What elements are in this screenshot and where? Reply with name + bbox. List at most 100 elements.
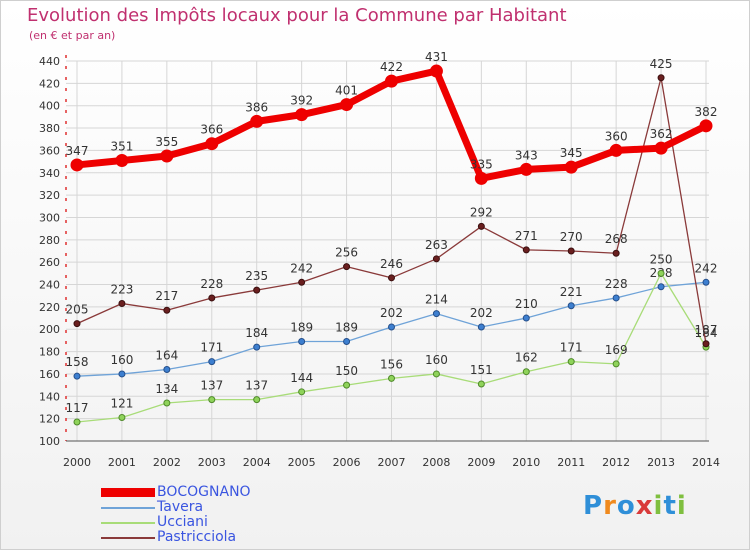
data-point-pastricciola	[567, 247, 575, 255]
legend: BOCOGNANO Tavera Ucciani Pastricciola	[101, 485, 251, 545]
data-point-pastricciola	[118, 300, 126, 308]
data-label-bocognano: 347	[66, 144, 89, 158]
data-point-ucciani	[388, 374, 395, 382]
legend-swatch	[101, 488, 155, 497]
data-point-tavera	[612, 294, 620, 302]
y-tick-label: 340	[39, 167, 60, 180]
data-point-tavera	[163, 365, 171, 373]
data-label-ucciani: 151	[470, 363, 493, 377]
data-point-ucciani	[208, 396, 216, 404]
data-point-bocognano	[654, 141, 668, 155]
legend-item: Pastricciola	[101, 530, 251, 545]
x-tick-label: 2000	[63, 456, 91, 469]
x-tick-label: 2010	[512, 456, 540, 469]
data-label-pastricciola: 235	[245, 269, 268, 283]
chart-title: Evolution des Impôts locaux pour la Comm…	[27, 5, 567, 26]
data-point-pastricciola	[208, 294, 216, 302]
legend-label: Tavera	[157, 499, 204, 515]
y-tick-label: 160	[39, 368, 60, 381]
logo-letter: r	[603, 491, 617, 521]
data-label-tavera: 202	[380, 306, 403, 320]
data-point-ucciani	[477, 380, 485, 388]
data-point-bocognano	[609, 143, 623, 157]
data-label-ucciani: 162	[515, 351, 538, 365]
data-label-pastricciola: 246	[380, 257, 403, 271]
y-tick-label: 220	[39, 301, 60, 314]
y-tick-label: 260	[39, 256, 60, 269]
data-label-bocognano: 382	[695, 105, 718, 119]
data-point-bocognano	[699, 119, 713, 133]
data-label-tavera: 221	[560, 285, 583, 299]
data-label-bocognano: 360	[605, 129, 628, 143]
data-label-ucciani: 144	[290, 371, 313, 385]
data-label-bocognano: 392	[290, 94, 313, 108]
data-point-pastricciola	[657, 74, 665, 82]
x-tick-label: 2011	[557, 456, 585, 469]
logo-letter: t	[663, 491, 677, 521]
data-label-pastricciola: 271	[515, 229, 538, 243]
data-point-bocognano	[250, 114, 264, 128]
data-label-bocognano: 355	[155, 135, 178, 149]
data-point-bocognano	[295, 108, 309, 122]
legend-label: Pastricciola	[157, 529, 237, 545]
data-point-pastricciola	[253, 286, 261, 294]
data-point-ucciani	[522, 368, 530, 376]
data-point-bocognano	[519, 162, 533, 176]
data-point-tavera	[73, 372, 81, 380]
x-tick-label: 2009	[467, 456, 495, 469]
data-label-ucciani: 171	[560, 341, 583, 355]
data-point-tavera	[657, 283, 665, 291]
data-point-pastricciola	[298, 278, 306, 286]
data-label-bocognano: 431	[425, 50, 448, 64]
data-label-tavera: 242	[695, 261, 718, 275]
x-tick-label: 2003	[198, 456, 226, 469]
data-point-bocognano	[474, 171, 488, 185]
data-label-ucciani: 121	[110, 397, 133, 411]
data-point-tavera	[118, 370, 126, 378]
logo-letter: x	[635, 491, 654, 521]
data-point-pastricciola	[702, 340, 710, 348]
data-label-bocognano: 345	[560, 146, 583, 160]
data-label-bocognano: 351	[110, 139, 133, 153]
data-point-tavera	[432, 310, 440, 318]
data-point-ucciani	[253, 396, 261, 404]
data-point-pastricciola	[432, 255, 440, 263]
data-point-ucciani	[432, 370, 440, 378]
legend-item: BOCOGNANO	[101, 485, 251, 500]
data-point-ucciani	[298, 388, 306, 396]
data-label-pastricciola: 256	[335, 246, 358, 260]
data-label-pastricciola: 242	[290, 261, 313, 275]
data-label-ucciani: 169	[605, 343, 628, 357]
y-tick-label: 360	[39, 144, 60, 157]
legend-label: BOCOGNANO	[157, 484, 251, 500]
data-label-ucciani: 150	[335, 364, 358, 378]
data-point-pastricciola	[522, 246, 530, 254]
y-tick-label: 180	[39, 346, 60, 359]
y-tick-label: 140	[39, 390, 60, 403]
data-label-ucciani: 156	[380, 357, 403, 371]
logo-letter: P	[583, 491, 604, 521]
data-label-pastricciola: 263	[425, 238, 448, 252]
data-label-tavera: 210	[515, 297, 538, 311]
data-point-pastricciola	[388, 274, 395, 282]
x-tick-label: 2008	[422, 456, 450, 469]
legend-item: Tavera	[101, 500, 251, 515]
data-point-ucciani	[118, 414, 126, 422]
data-label-ucciani: 160	[425, 353, 448, 367]
y-tick-label: 420	[39, 77, 60, 90]
y-tick-label: 100	[39, 435, 60, 448]
data-label-ucciani: 117	[66, 401, 89, 415]
data-label-bocognano: 335	[470, 157, 493, 171]
data-point-ucciani	[657, 269, 665, 277]
y-tick-label: 440	[39, 55, 60, 68]
data-label-tavera: 184	[245, 326, 268, 340]
data-label-tavera: 228	[605, 277, 628, 291]
data-label-ucciani: 137	[200, 379, 223, 393]
data-label-ucciani: 184	[695, 326, 718, 340]
data-point-tavera	[567, 302, 575, 310]
data-point-bocognano	[564, 160, 578, 174]
data-point-tavera	[208, 358, 216, 366]
data-label-tavera: 164	[155, 348, 178, 362]
y-tick-label: 240	[39, 279, 60, 292]
data-point-tavera	[253, 343, 261, 351]
